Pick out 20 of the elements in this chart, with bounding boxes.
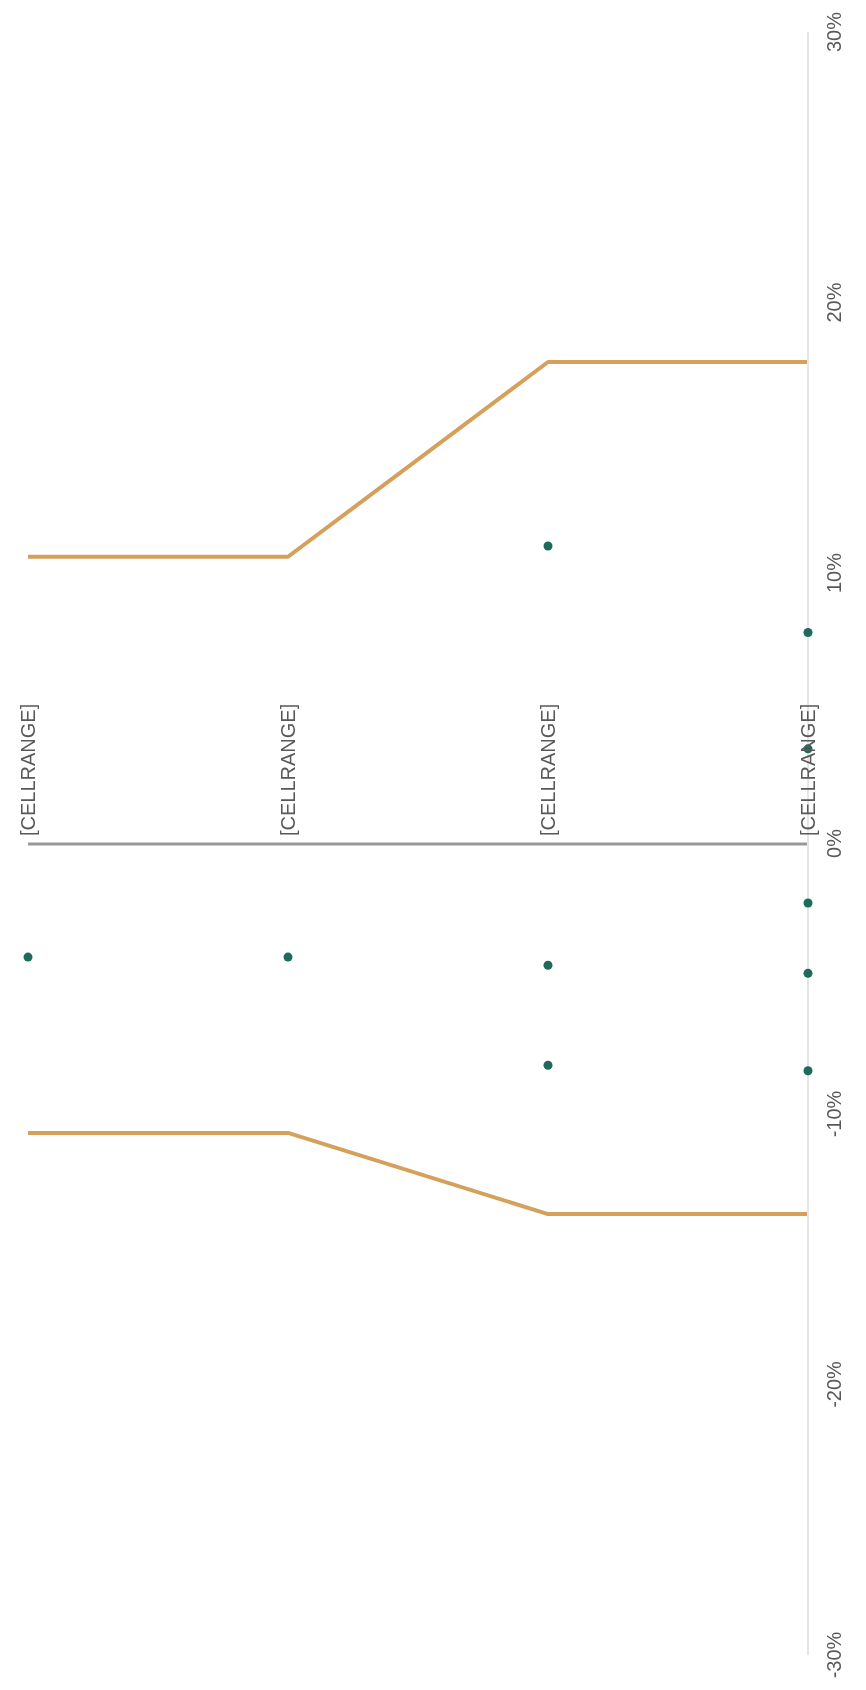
y-tick-label: 0% (823, 828, 845, 858)
point (543, 960, 553, 970)
x-tick-label: [CELLRANGE] (797, 703, 819, 836)
point (803, 628, 813, 638)
point (543, 541, 553, 551)
y-tick-label: 10% (823, 552, 845, 594)
x-tick-label: [CELLRANGE] (277, 703, 299, 836)
y-tick-label: 30% (823, 11, 845, 53)
y-tick-label: -10% (823, 1090, 845, 1138)
x-tick-label: [CELLRANGE] (17, 703, 39, 836)
y-tick-label: 20% (823, 282, 845, 323)
point (803, 898, 813, 908)
y-tick-label: -30% (823, 1631, 845, 1679)
point (23, 952, 33, 962)
point (803, 1066, 813, 1076)
point (803, 968, 813, 978)
y-tick-label: -20% (823, 1360, 845, 1408)
point (283, 952, 293, 962)
point (543, 1060, 553, 1070)
x-tick-label: [CELLRANGE] (537, 703, 559, 836)
